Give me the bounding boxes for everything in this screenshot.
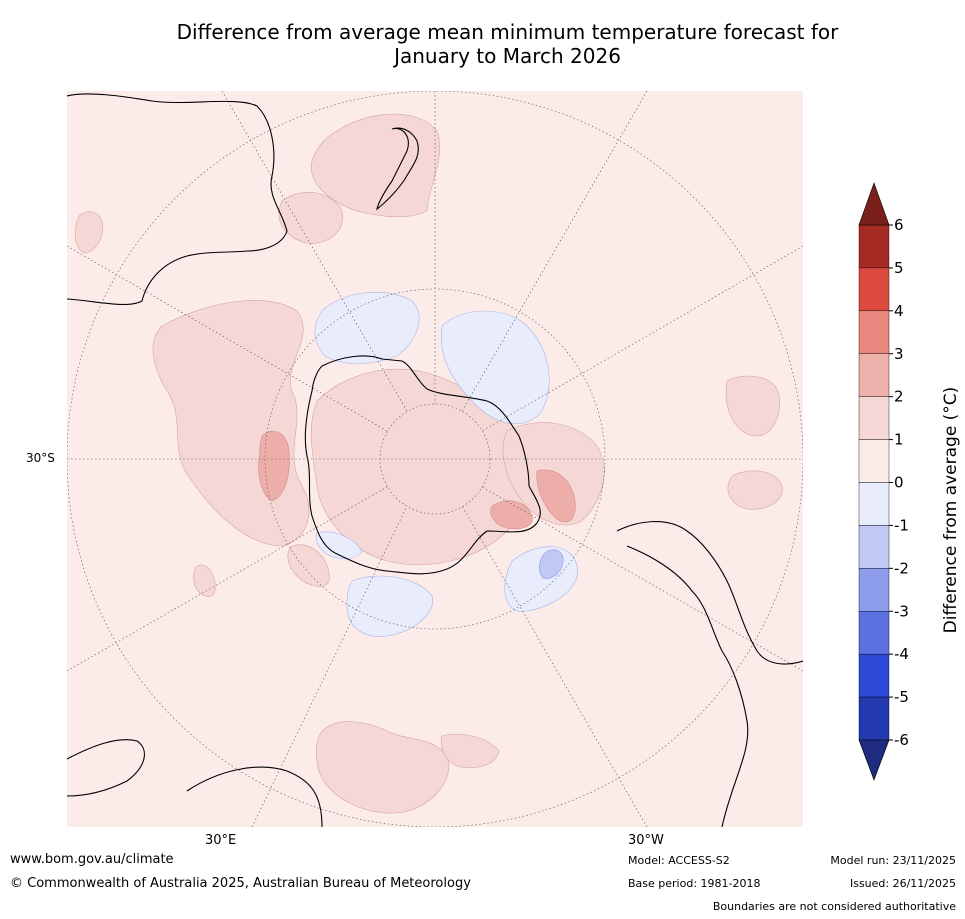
colorbar-segment — [858, 653, 890, 698]
colorbar-top-arrow — [858, 182, 890, 226]
polar-map — [67, 91, 803, 827]
disclaimer-text: Boundaries are not considered authoritat… — [712, 900, 956, 913]
map-title: Difference from average mean minimum tem… — [60, 20, 955, 68]
colorbar-segment — [858, 224, 890, 269]
warm-region-east-patch — [725, 375, 780, 437]
colorbar-ticks: 6 5 4 3 2 1 0 -1 -2 -3 -4 -5 -6 — [889, 216, 909, 749]
colorbar-tick-label: -6 — [894, 731, 909, 749]
graticule — [67, 91, 803, 827]
colorbar-segment — [858, 568, 890, 612]
model-text: Model: ACCESS-S2 — [628, 854, 730, 867]
colorbar-tick-label: 1 — [894, 431, 904, 449]
meridian-9 — [221, 91, 408, 412]
cool-region-1 — [314, 292, 420, 364]
cool-anomaly-regions — [314, 292, 578, 637]
colorbar-tick-label: 4 — [894, 302, 904, 320]
website-link[interactable]: www.bom.gov.au/climate — [10, 852, 174, 867]
colorbar-tick-label: -3 — [894, 602, 909, 620]
strong-warm-region-east — [536, 469, 576, 523]
colorbar-tick-label: -5 — [894, 688, 909, 706]
colorbar-tick-label: 3 — [894, 345, 904, 363]
colorbar-segment — [858, 696, 890, 741]
colorbar-segment — [858, 482, 890, 526]
meridian-5 — [461, 505, 648, 827]
coastlines — [67, 93, 803, 827]
warm-region-south — [287, 544, 330, 587]
copyright-text: © Commonwealth of Australia 2025, Austra… — [10, 876, 471, 891]
meridian-7 — [481, 486, 803, 672]
base-period-text: Base period: 1981-2018 — [628, 877, 761, 890]
issued-text: Issued: 26/11/2025 — [849, 877, 956, 890]
strong-warm-region-southeast — [490, 500, 533, 530]
warm-region-west — [74, 211, 103, 254]
cool-region-2 — [440, 310, 550, 424]
africa-coastline-2 — [186, 766, 323, 827]
antarctica-coastline — [304, 355, 541, 575]
new-zealand-coastline — [376, 127, 419, 211]
latitude-label-30s: 30°S — [26, 451, 55, 465]
colorbar-segments — [858, 224, 890, 741]
colorbar-segment — [858, 267, 890, 312]
colorbar-label: Difference from average (°C) — [941, 387, 961, 634]
warm-region-tasman — [278, 192, 344, 244]
colorbar-bottom-arrow — [858, 739, 890, 781]
colorbar: 6 5 4 3 2 1 0 -1 -2 -3 -4 -5 -6 Difference from aver… — [858, 182, 961, 781]
australia-coastline — [67, 93, 288, 306]
model-run-text: Model run: 23/11/2025 — [830, 854, 956, 867]
strong-warm-region-west — [258, 430, 290, 502]
colorbar-segment — [858, 611, 890, 655]
title-line-2: January to March 2026 — [394, 44, 621, 68]
warm-region-far-east — [727, 470, 783, 510]
colorbar-segment — [858, 310, 890, 354]
longitude-label-30w: 30°W — [628, 833, 664, 848]
colorbar-segment — [858, 525, 890, 569]
meridian-2 — [67, 245, 388, 432]
strong-cool-region — [539, 549, 564, 579]
meridian-8 — [461, 91, 648, 412]
meridian-6 — [481, 245, 803, 432]
latitude-circle-middle — [264, 288, 606, 630]
strong-warm-regions — [258, 430, 576, 530]
title-line-1: Difference from average mean minimum tem… — [176, 20, 839, 44]
south-america-coastline-2 — [626, 545, 749, 827]
africa-coastline — [67, 739, 145, 797]
colorbar-tick-label: 6 — [894, 216, 904, 234]
longitude-label-30e: 30°E — [205, 833, 237, 848]
meridian-4 — [251, 505, 408, 827]
warm-region-south-pacific — [316, 721, 450, 814]
colorbar-tick-label: 5 — [894, 259, 904, 277]
strong-cool-regions — [539, 549, 564, 579]
colorbar-tick-label: -2 — [894, 559, 909, 577]
colorbar-tick-label: -1 — [894, 516, 909, 534]
colorbar-tick-label: 2 — [894, 388, 904, 406]
colorbar-segment — [858, 439, 890, 483]
warm-region-tail — [440, 733, 500, 769]
cool-region-3 — [346, 575, 434, 637]
colorbar-tick-label: -4 — [894, 645, 909, 663]
colorbar-tick-label: 0 — [894, 474, 904, 492]
meridian-3 — [67, 486, 388, 672]
warm-region-antarctica — [310, 368, 530, 566]
colorbar-segment — [858, 353, 890, 397]
south-america-coastline — [616, 520, 803, 665]
colorbar-segment — [858, 396, 890, 440]
